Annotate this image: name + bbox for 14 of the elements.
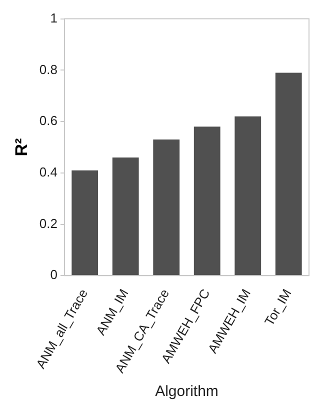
y-tick-label: 0.6 [39,113,58,128]
y-tick-label: 1 [50,10,58,26]
y-axis-title: R² [12,138,31,156]
bar [112,158,139,276]
bar [194,126,220,276]
y-tick-label: 0 [50,267,58,282]
bar [234,116,262,276]
y-tick-label: 0.2 [39,216,58,231]
bar [275,72,302,276]
y-tick-label: 0.4 [39,164,58,180]
y-tick-label: 0.8 [39,62,58,77]
bar [153,140,180,276]
bar [72,170,98,276]
x-axis-title: Algorithm [155,383,218,400]
